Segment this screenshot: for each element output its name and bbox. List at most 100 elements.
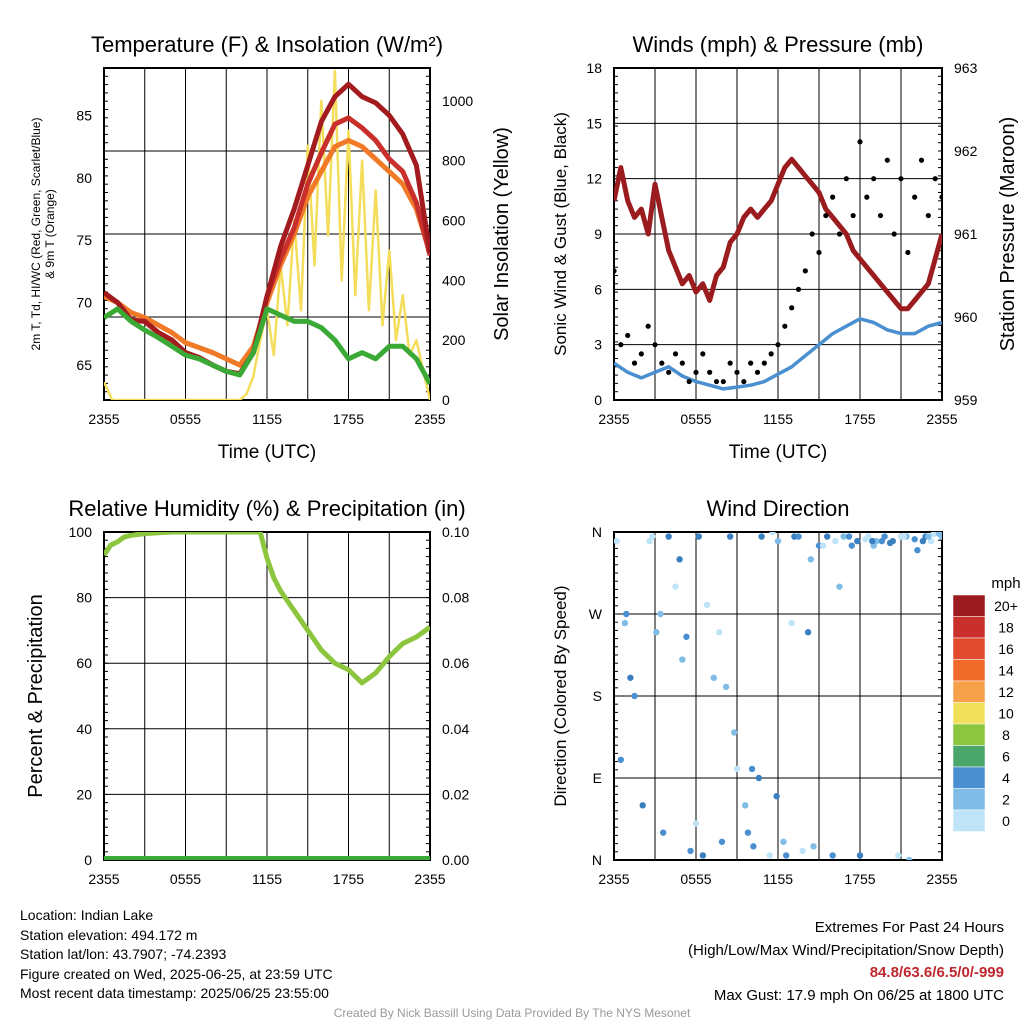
y-right-tick-label: 0.02 bbox=[442, 786, 469, 802]
legend-swatch bbox=[952, 702, 986, 725]
y-tick-label: 75 bbox=[76, 232, 92, 248]
recent-text: Most recent data timestamp: 2025/06/25 2… bbox=[20, 985, 329, 1001]
y-tick-label: 60 bbox=[76, 655, 92, 671]
gust-point bbox=[843, 176, 849, 182]
y-tick-label: 18 bbox=[586, 60, 602, 76]
gust-point bbox=[761, 360, 767, 366]
gust-point bbox=[686, 378, 692, 385]
gust-point bbox=[789, 305, 795, 311]
x-tick-label: 2355 bbox=[88, 411, 119, 427]
y-right-tick-label: 0.10 bbox=[442, 524, 469, 540]
x-tick-label: 1755 bbox=[333, 871, 364, 887]
direction-point bbox=[804, 629, 812, 636]
series-line bbox=[104, 306, 430, 385]
direction-point bbox=[769, 532, 776, 536]
legend-label: 4 bbox=[1002, 770, 1010, 786]
gust-point bbox=[891, 231, 897, 237]
direction-point bbox=[854, 537, 861, 545]
created-text: Figure created on Wed, 2025-06-25, at 23… bbox=[20, 965, 333, 982]
legend-label: 16 bbox=[998, 641, 1014, 657]
gust-point bbox=[823, 212, 829, 219]
latlon-text: Station lat/lon: 43.7907; -74.2393 bbox=[20, 946, 227, 962]
direction-point bbox=[819, 542, 827, 549]
x-tick-label: 0555 bbox=[170, 871, 201, 887]
direction-point bbox=[748, 765, 756, 773]
direction-point bbox=[699, 852, 707, 859]
gust-point bbox=[809, 231, 815, 237]
legend-label: 14 bbox=[998, 663, 1014, 679]
direction-point bbox=[731, 729, 738, 736]
legend-swatch bbox=[952, 809, 986, 832]
gust-point bbox=[816, 249, 822, 256]
legend-title: mph bbox=[991, 575, 1020, 592]
direction-point bbox=[722, 683, 730, 691]
max-gust-text: Max Gust: 17.9 mph On 06/25 at 1800 UTC bbox=[713, 986, 1004, 1004]
legend-swatch bbox=[952, 766, 986, 789]
legend-label: 8 bbox=[1002, 727, 1010, 743]
direction-point bbox=[911, 536, 918, 543]
y-right-tick-label: 0.06 bbox=[442, 655, 469, 671]
extremes-values: 84.8/63.6/6.5/0/-999 bbox=[869, 964, 1004, 981]
y-right-axis-label: Station Pressure (Maroon) bbox=[997, 117, 1019, 352]
gust-point bbox=[939, 194, 942, 200]
gust-point bbox=[877, 212, 884, 219]
gust-point bbox=[782, 323, 788, 329]
direction-point bbox=[679, 656, 686, 663]
x-tick-label: 1755 bbox=[333, 411, 364, 427]
gust-point bbox=[707, 369, 713, 375]
wind-series bbox=[614, 139, 942, 391]
y-tick-label: 80 bbox=[76, 590, 92, 606]
y-right-tick-label: 1000 bbox=[442, 93, 473, 109]
direction-point bbox=[900, 533, 907, 540]
direction-series bbox=[614, 532, 942, 860]
direction-point bbox=[653, 629, 660, 636]
direction-point bbox=[807, 556, 814, 563]
y-axis-label: Percent & Precipitation bbox=[25, 594, 47, 797]
y-axis-label-line1: 2m T, Td, HI/WC (Red, Green, Scarlet/Blu… bbox=[29, 118, 43, 351]
direction-point bbox=[744, 829, 752, 836]
y-tick-label: E bbox=[593, 770, 602, 786]
elevation-text: Station elevation: 494.172 m bbox=[20, 926, 198, 943]
direction-point bbox=[621, 619, 629, 627]
direction-point bbox=[755, 774, 763, 782]
y-tick-label: S bbox=[593, 688, 602, 704]
direction-point bbox=[836, 583, 843, 590]
gust-point bbox=[857, 139, 863, 145]
direction-point bbox=[733, 765, 741, 773]
x-tick-label: 2355 bbox=[414, 871, 445, 887]
direction-point bbox=[914, 547, 921, 554]
direction-point bbox=[614, 537, 620, 545]
legend-label: 6 bbox=[1002, 749, 1010, 765]
y-tick-label: N bbox=[592, 524, 602, 540]
series-line bbox=[104, 69, 430, 400]
legend-label: 12 bbox=[998, 684, 1014, 700]
y-tick-label: 0 bbox=[594, 392, 602, 408]
y-tick-label: 70 bbox=[76, 295, 92, 311]
y-tick-label: 15 bbox=[586, 115, 602, 131]
x-tick-label: 1155 bbox=[763, 411, 793, 427]
gust-point bbox=[741, 378, 747, 385]
direction-point bbox=[657, 610, 664, 618]
direction-point bbox=[925, 533, 932, 540]
direction-point bbox=[649, 533, 656, 540]
gust-point bbox=[836, 231, 843, 237]
direction-point bbox=[810, 843, 817, 850]
y-right-tick-label: 960 bbox=[954, 309, 978, 325]
y-tick-label: 40 bbox=[76, 721, 92, 737]
direction-point bbox=[623, 610, 630, 618]
x-tick-label: 2355 bbox=[926, 411, 957, 427]
legend-label: 10 bbox=[998, 706, 1014, 722]
chart-panel-4: 2355 0555 1155 1755 2355 N E S W N Wind Direction D… bbox=[551, 496, 1021, 887]
gust-point bbox=[795, 286, 802, 292]
direction-point bbox=[906, 856, 913, 860]
direction-point bbox=[774, 537, 782, 545]
gust-point bbox=[614, 268, 617, 274]
direction-point bbox=[856, 852, 864, 859]
gust-point bbox=[652, 342, 658, 348]
y-right-axis-label: Solar Insolation (Yellow) bbox=[491, 127, 513, 341]
direction-point bbox=[617, 756, 625, 763]
chart-panel-2: 2355 0555 1155 1755 2355 0 3 6 9 12 15 18 959 960 961 9… bbox=[551, 32, 1019, 463]
sonic-wind-line bbox=[614, 317, 942, 391]
direction-point bbox=[627, 674, 634, 681]
